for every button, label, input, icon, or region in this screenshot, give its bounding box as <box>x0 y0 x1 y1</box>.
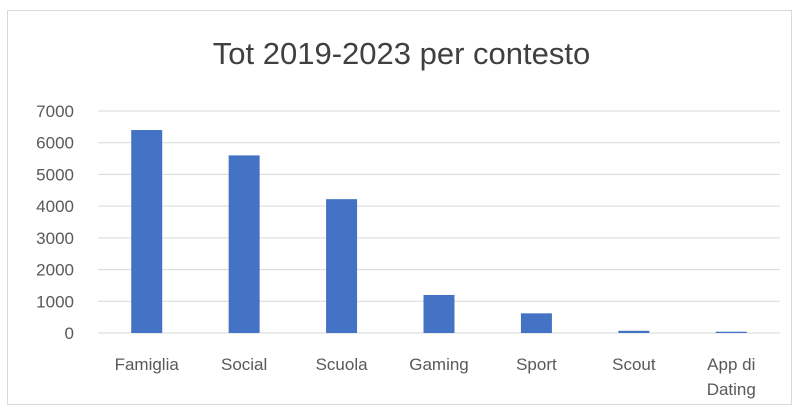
y-tick-label: 1000 <box>36 292 74 311</box>
x-tick-label: Scout <box>612 355 656 374</box>
gridlines <box>98 110 780 334</box>
x-tick-label: Gaming <box>409 355 469 374</box>
x-tick-label: Scuola <box>316 355 369 374</box>
bar-famiglia <box>131 130 163 333</box>
y-tick-label: 2000 <box>36 261 74 280</box>
bar-scout <box>618 330 650 333</box>
y-tick-label: 6000 <box>36 134 74 153</box>
bar-app-di-dating <box>715 331 747 333</box>
y-tick-label: 3000 <box>36 229 74 248</box>
y-tick-label: 5000 <box>36 165 74 184</box>
x-tick-label: Sport <box>516 355 557 374</box>
x-tick-label: Social <box>221 355 267 374</box>
bar-sport <box>520 313 552 333</box>
y-tick-label: 0 <box>65 324 74 343</box>
bar-social <box>228 155 260 333</box>
y-tick-label: 7000 <box>36 102 74 121</box>
x-tick-label: Famiglia <box>115 355 180 374</box>
x-axis-ticks: Famiglia Social Scuola Gaming Sport Scout App … <box>115 355 756 399</box>
bar-gaming <box>423 294 455 333</box>
bars <box>131 130 747 333</box>
x-tick-label: App di Dating <box>707 355 756 399</box>
bar-scuola <box>326 199 358 333</box>
y-tick-label: 4000 <box>36 197 74 216</box>
y-axis-ticks: 0 1000 2000 3000 4000 5000 6000 7000 <box>36 102 74 343</box>
chart-title: Tot 2019-2023 per contesto <box>212 36 591 71</box>
